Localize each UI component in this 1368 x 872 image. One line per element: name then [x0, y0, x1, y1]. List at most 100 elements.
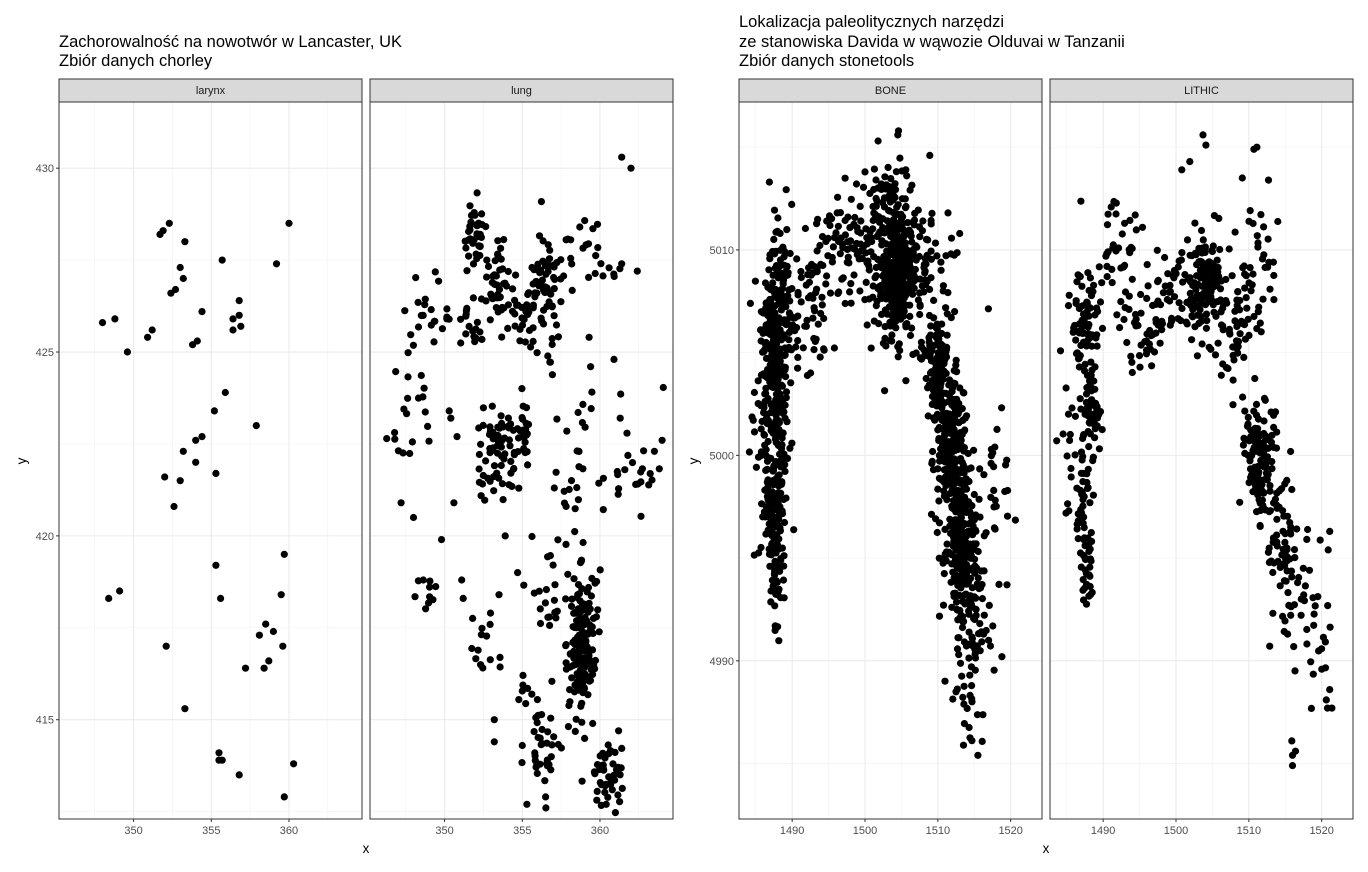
- scatter-point: [965, 654, 973, 662]
- scatter-point: [591, 770, 599, 778]
- scatter-point: [1186, 158, 1194, 166]
- scatter-point: [510, 448, 518, 457]
- scatter-point: [774, 375, 782, 383]
- scatter-point: [565, 701, 573, 710]
- scatter-point: [927, 274, 935, 282]
- scatter-point: [878, 310, 886, 318]
- scatter-point: [537, 282, 546, 290]
- scatter-point: [518, 759, 526, 767]
- scatter-point: [881, 323, 889, 331]
- scatter-point: [538, 276, 547, 284]
- scatter-point: [1156, 301, 1165, 309]
- facet-panel-bone: BONE 1490 1500 1510 1520: [738, 78, 1043, 837]
- scatter-point: [585, 273, 593, 281]
- scatter-point: [506, 442, 514, 450]
- panel-border: [738, 101, 1043, 820]
- scatter-point: [595, 628, 603, 636]
- scatter-point: [1309, 594, 1317, 602]
- scatter-point: [1269, 534, 1277, 542]
- scatter-point: [443, 313, 451, 321]
- scatter-point: [946, 425, 954, 433]
- scatter-point: [411, 593, 419, 601]
- scatter-point: [1178, 249, 1186, 257]
- scatter-point: [570, 609, 578, 617]
- scatter-point: [757, 543, 765, 552]
- scatter-point: [752, 463, 761, 471]
- panel-border: [1049, 101, 1354, 820]
- scatter-point: [494, 237, 502, 245]
- scatter-point: [528, 263, 536, 272]
- scatter-point: [1209, 260, 1217, 268]
- scatter-point: [1251, 374, 1259, 383]
- scatter-point: [618, 784, 626, 793]
- scatter-point: [476, 251, 484, 260]
- scatter-point: [1234, 288, 1242, 296]
- scatter-point: [972, 611, 980, 620]
- scatter-point: [530, 728, 538, 736]
- scatter-point: [650, 447, 659, 455]
- scatter-point: [547, 753, 555, 761]
- scatter-point: [872, 272, 880, 280]
- scatter-point: [775, 482, 783, 490]
- scatter-point: [887, 227, 895, 235]
- scatter-point: [943, 409, 951, 417]
- scatter-point: [920, 263, 928, 271]
- scatter-point: [916, 233, 924, 241]
- scatter-point: [948, 560, 956, 568]
- scatter-point: [596, 779, 604, 787]
- scatter-point: [531, 752, 539, 760]
- scatter-point: [928, 392, 937, 400]
- scatter-point: [1229, 343, 1237, 351]
- scatter-point: [769, 491, 777, 499]
- scatter-point: [1071, 451, 1079, 459]
- scatter-point: [1098, 426, 1106, 434]
- scatter-point: [181, 705, 189, 713]
- scatter-point: [1270, 411, 1278, 419]
- scatter-point: [579, 664, 587, 672]
- scatter-point: [1073, 525, 1081, 533]
- scatter-point: [1136, 363, 1144, 371]
- scatter-point: [550, 285, 558, 293]
- scatter-point: [1078, 509, 1086, 517]
- scatter-point: [1065, 291, 1073, 299]
- scatter-point: [1109, 241, 1117, 249]
- scatter-point: [605, 750, 613, 758]
- scatter-point: [504, 414, 512, 422]
- scatter-point: [548, 741, 556, 749]
- scatter-point: [1197, 266, 1205, 274]
- scatter-point: [941, 677, 949, 685]
- scatter-point: [564, 570, 572, 578]
- panel-background: [370, 102, 673, 819]
- scatter-point: [901, 195, 909, 203]
- scatter-point: [1253, 232, 1261, 240]
- scatter-point: [578, 777, 586, 785]
- scatter-point: [902, 202, 910, 211]
- scatter-point: [499, 496, 507, 504]
- scatter-point: [883, 310, 892, 318]
- scatter-point: [774, 500, 782, 508]
- scatter-point: [1001, 487, 1009, 496]
- chart-title-line-2: ze stanowiska Davida w wąwozie Olduvai w…: [739, 33, 1125, 51]
- scatter-point: [771, 250, 779, 258]
- scatter-point: [1112, 199, 1120, 207]
- scatter-point: [886, 271, 894, 279]
- scatter-point: [1103, 273, 1111, 281]
- scatter-point: [1085, 443, 1093, 451]
- scatter-point: [770, 462, 778, 470]
- scatter-point: [450, 499, 458, 507]
- scatter-point: [776, 567, 784, 575]
- scatter-point: [780, 247, 789, 255]
- scatter-point: [847, 195, 855, 203]
- scatter-point: [98, 319, 107, 327]
- scatter-point: [1219, 360, 1227, 368]
- scatter-point: [1322, 696, 1330, 704]
- scatter-point: [536, 605, 544, 613]
- scatter-point: [1128, 275, 1136, 283]
- scatter-point: [1288, 573, 1296, 581]
- scatter-point: [968, 633, 976, 641]
- scatter-point: [767, 285, 775, 294]
- scatter-point: [524, 461, 532, 469]
- scatter-point: [777, 445, 786, 453]
- scatter-point: [478, 480, 487, 488]
- scatter-point: [538, 725, 546, 734]
